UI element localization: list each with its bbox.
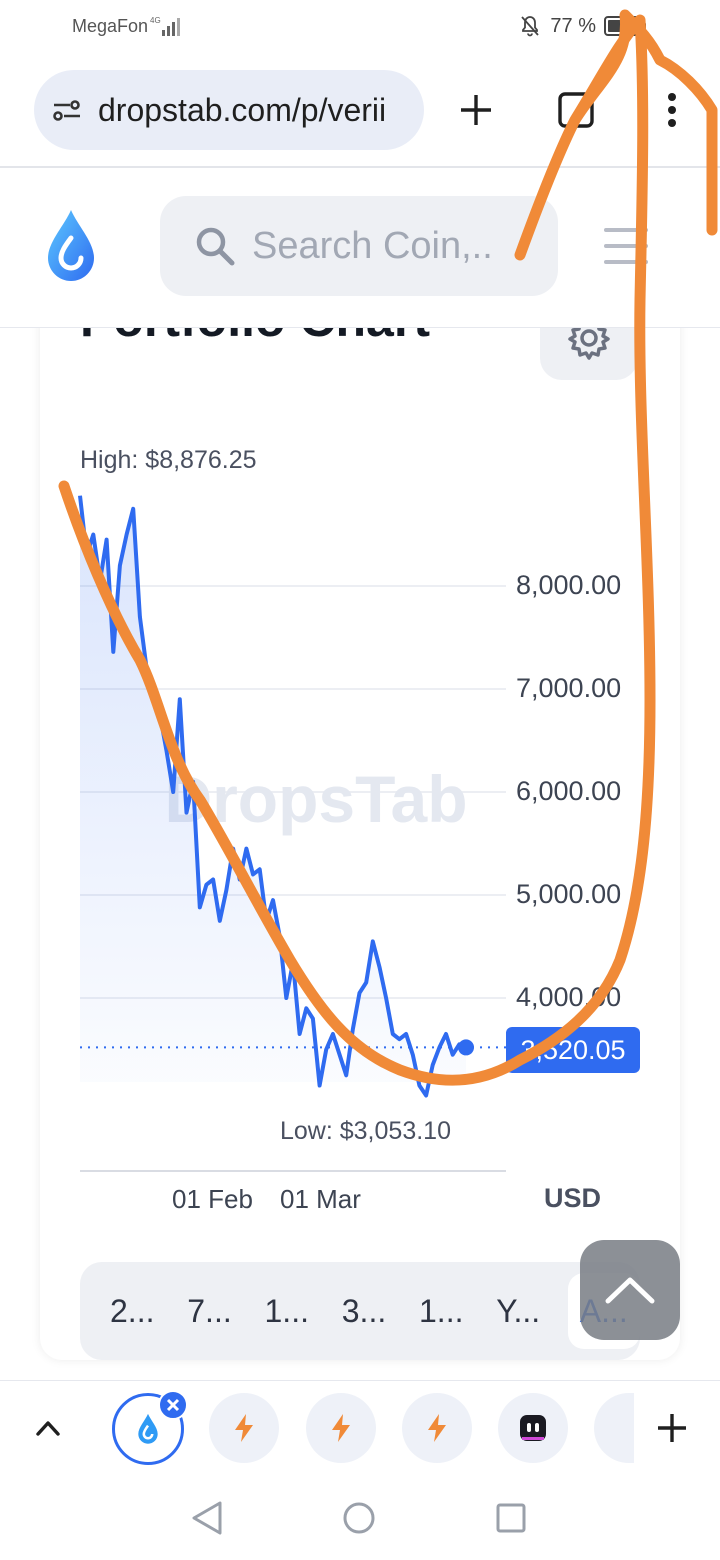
range-button[interactable]: 1... xyxy=(419,1292,464,1329)
close-icon[interactable] xyxy=(158,1390,188,1420)
y-tick-label: 4,000.00 xyxy=(516,982,622,1012)
search-input[interactable]: Search Coin,.. xyxy=(160,196,558,296)
scroll-to-top-button[interactable] xyxy=(580,1240,680,1340)
range-button[interactable]: 7... xyxy=(187,1292,232,1329)
x-tick-label: 01 Mar xyxy=(280,1184,361,1214)
menu-icon[interactable] xyxy=(604,228,648,264)
current-point xyxy=(458,1039,474,1056)
range-selector: 2... 7... 1... 3... 1... Y... A... xyxy=(80,1262,641,1360)
app-tab-icon[interactable] xyxy=(498,1393,568,1463)
range-button[interactable]: Y... xyxy=(496,1292,541,1329)
y-tick-label: 8,000.00 xyxy=(516,570,622,600)
y-tick-label: 6,000.00 xyxy=(516,776,622,806)
y-tick-label: 5,000.00 xyxy=(516,879,622,909)
current-price-tag: 3,520.05 xyxy=(506,1027,640,1073)
search-icon xyxy=(196,227,235,266)
x-tick-label: 01 Feb xyxy=(172,1184,253,1214)
chevron-up-icon xyxy=(605,1277,655,1304)
chart-low-label: Low: $3,053.10 xyxy=(280,1117,451,1145)
bolt-tab-icon[interactable] xyxy=(402,1393,472,1463)
home-icon[interactable] xyxy=(342,1501,376,1535)
bolt-tab-icon[interactable] xyxy=(306,1393,376,1463)
chart-watermark: DropsTab xyxy=(164,762,467,836)
dropstab-logo-icon[interactable] xyxy=(44,208,98,284)
bolt-tab-icon[interactable] xyxy=(209,1393,279,1463)
currency-label[interactable]: USD xyxy=(544,1183,602,1213)
range-button[interactable]: 3... xyxy=(341,1292,387,1329)
system-nav-bar xyxy=(0,1480,720,1560)
range-button[interactable]: 1... xyxy=(264,1292,309,1329)
recents-icon[interactable] xyxy=(496,1503,526,1533)
add-tab-icon[interactable] xyxy=(656,1412,688,1444)
chevron-up-icon[interactable] xyxy=(34,1414,62,1442)
back-icon[interactable] xyxy=(190,1500,224,1536)
chart-high-label: High: $8,876.25 xyxy=(80,446,257,474)
range-button[interactable]: 2... xyxy=(110,1292,155,1329)
search-placeholder: Search Coin,.. xyxy=(252,224,493,267)
y-tick-label: 7,000.00 xyxy=(516,673,622,703)
